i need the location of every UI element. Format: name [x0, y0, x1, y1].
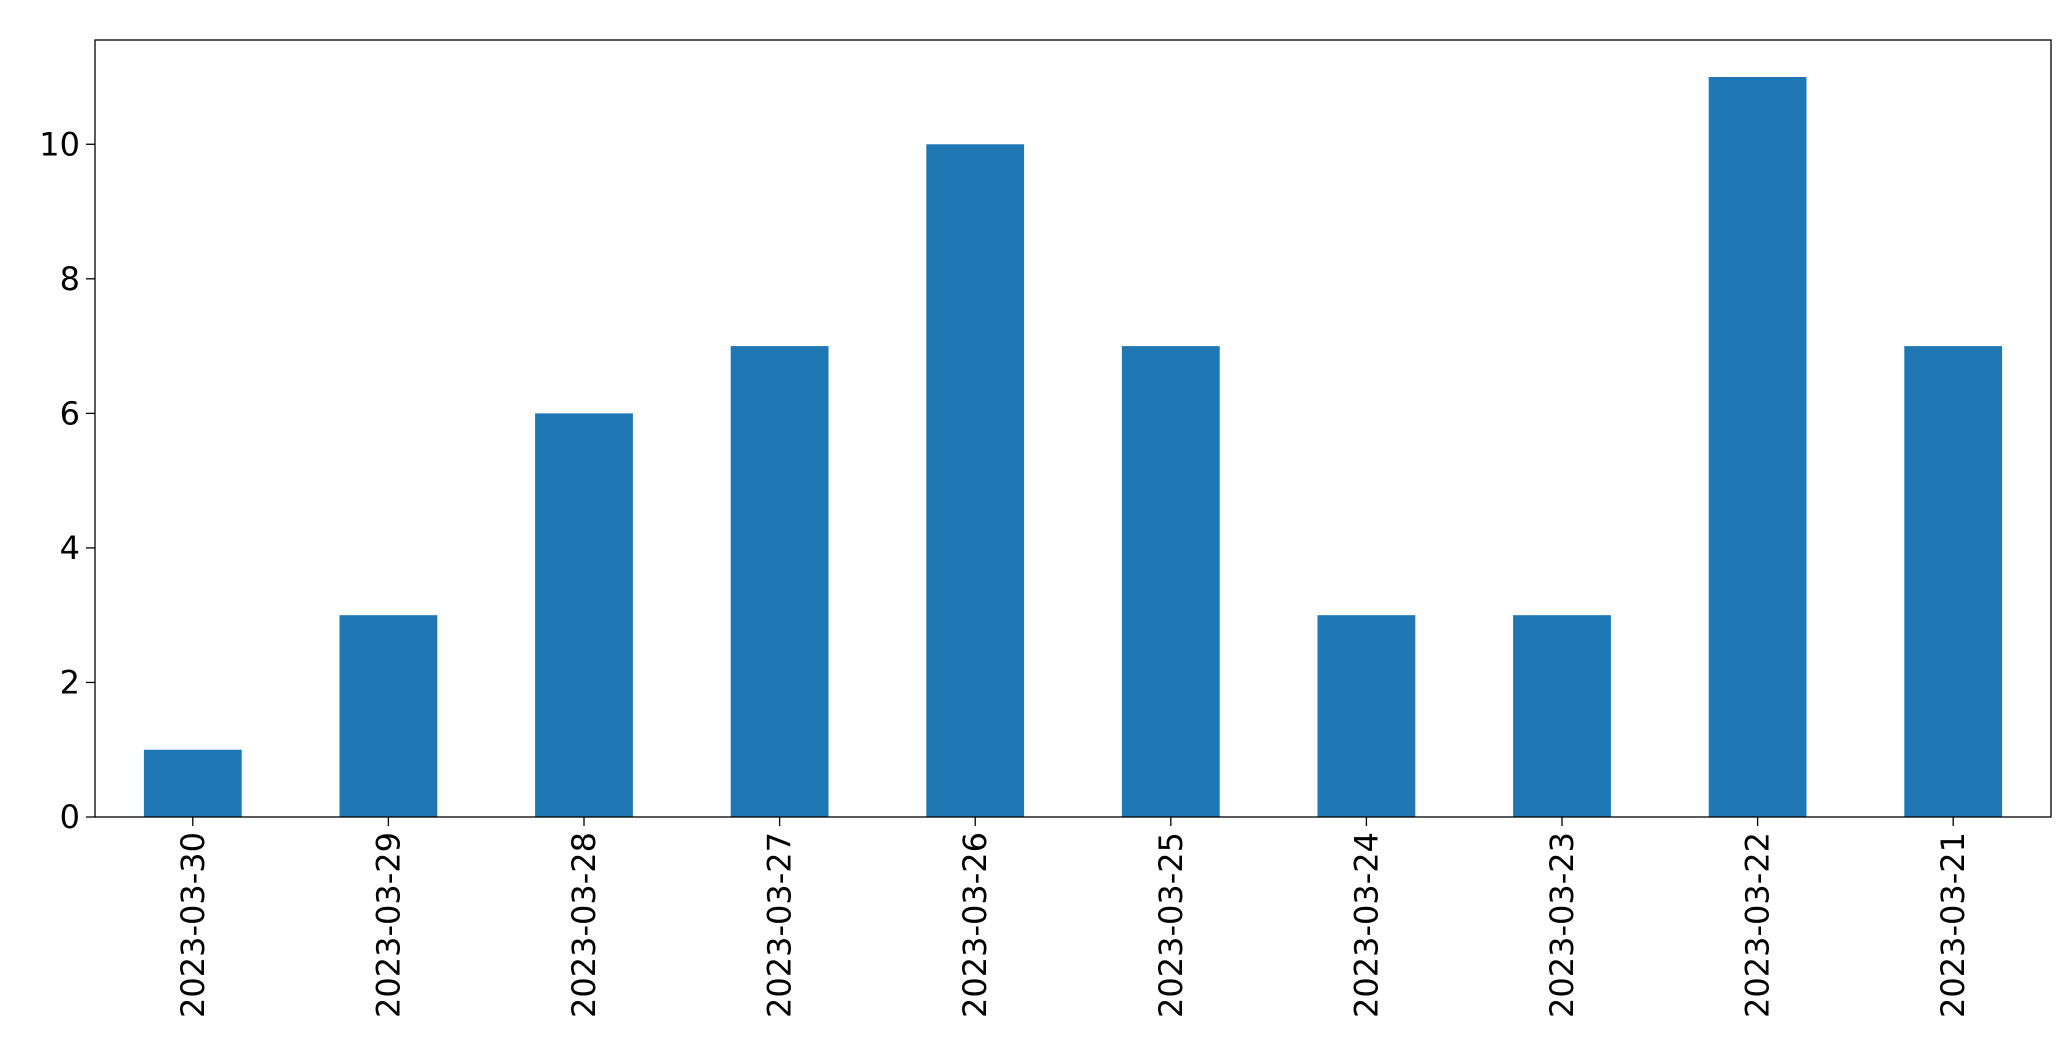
bar: [535, 413, 633, 817]
y-tick-label: 4: [60, 529, 80, 567]
x-tick-label: 2023-03-28: [565, 832, 603, 1018]
y-tick-label: 6: [60, 394, 80, 432]
x-tick-label: 2023-03-29: [369, 832, 407, 1018]
bar: [1708, 77, 1807, 817]
y-tick-label: 0: [60, 798, 80, 836]
x-tick-label: 2023-03-26: [956, 832, 994, 1018]
bar: [1121, 346, 1220, 817]
x-tick-label: 2023-03-22: [1739, 832, 1777, 1018]
x-tick-label: 2023-03-21: [1934, 832, 1972, 1018]
bar: [143, 749, 242, 817]
x-tick-label: 2023-03-30: [174, 832, 212, 1018]
plot-frame: [94, 39, 2052, 818]
bar: [339, 615, 438, 817]
x-tick-label: 2023-03-24: [1347, 832, 1385, 1018]
x-tick-label: 2023-03-27: [761, 832, 799, 1018]
bar: [926, 144, 1025, 818]
y-tick-label: 10: [39, 125, 80, 163]
bar: [730, 346, 829, 817]
bar: [1317, 615, 1416, 817]
y-tick-label: 8: [60, 260, 80, 298]
x-tick-label: 2023-03-25: [1152, 832, 1190, 1018]
bar: [1904, 346, 2003, 817]
x-tick-label: 2023-03-23: [1543, 832, 1581, 1018]
y-tick-label: 2: [60, 663, 80, 701]
bar: [1513, 615, 1611, 817]
